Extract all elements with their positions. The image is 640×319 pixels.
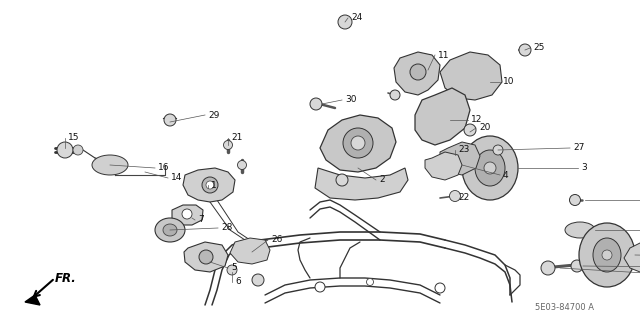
Polygon shape (172, 205, 203, 225)
Text: 6: 6 (235, 278, 241, 286)
Circle shape (338, 15, 352, 29)
Ellipse shape (593, 238, 621, 272)
Ellipse shape (92, 155, 128, 175)
Circle shape (182, 209, 192, 219)
Polygon shape (440, 52, 502, 100)
Text: FR.: FR. (55, 271, 77, 285)
Ellipse shape (163, 224, 177, 236)
Polygon shape (624, 242, 640, 272)
Circle shape (73, 145, 83, 155)
Circle shape (227, 265, 237, 275)
Polygon shape (25, 295, 40, 305)
Circle shape (206, 181, 214, 189)
Circle shape (57, 142, 73, 158)
Circle shape (519, 44, 531, 56)
Text: 24: 24 (351, 13, 362, 23)
Polygon shape (440, 142, 480, 175)
Text: 11: 11 (438, 50, 449, 60)
Text: 22: 22 (458, 194, 469, 203)
Text: 10: 10 (503, 78, 515, 86)
Ellipse shape (462, 136, 518, 200)
Circle shape (223, 140, 232, 150)
Circle shape (493, 145, 503, 155)
Circle shape (602, 250, 612, 260)
Polygon shape (230, 238, 270, 264)
Text: 3: 3 (581, 164, 587, 173)
Circle shape (202, 177, 218, 193)
Circle shape (343, 128, 373, 158)
Circle shape (237, 160, 246, 169)
Circle shape (570, 195, 580, 205)
Circle shape (199, 250, 213, 264)
Ellipse shape (579, 223, 635, 287)
Polygon shape (184, 242, 228, 272)
Text: 12: 12 (471, 115, 483, 124)
Text: 26: 26 (271, 235, 282, 244)
Text: 29: 29 (208, 110, 220, 120)
Polygon shape (425, 152, 462, 180)
Circle shape (252, 274, 264, 286)
Circle shape (541, 261, 555, 275)
Polygon shape (394, 52, 440, 95)
Circle shape (315, 282, 325, 292)
Text: 4: 4 (503, 170, 509, 180)
Ellipse shape (475, 150, 505, 186)
Circle shape (571, 260, 583, 272)
Text: 25: 25 (533, 43, 545, 53)
Text: 20: 20 (479, 123, 490, 132)
Circle shape (484, 162, 496, 174)
Polygon shape (183, 168, 235, 202)
Text: 5E03-84700 A: 5E03-84700 A (535, 303, 594, 313)
Circle shape (164, 114, 176, 126)
Circle shape (410, 64, 426, 80)
Text: 28: 28 (221, 224, 232, 233)
Text: 30: 30 (345, 95, 356, 105)
Text: 16: 16 (158, 164, 170, 173)
Polygon shape (415, 88, 470, 145)
Circle shape (390, 90, 400, 100)
Circle shape (336, 174, 348, 186)
Text: 15: 15 (68, 133, 79, 143)
Circle shape (435, 283, 445, 293)
Circle shape (310, 98, 322, 110)
Circle shape (449, 190, 461, 202)
Text: 23: 23 (458, 145, 469, 154)
Text: 7: 7 (198, 216, 204, 225)
Polygon shape (315, 168, 408, 200)
Circle shape (351, 136, 365, 150)
Text: 14: 14 (171, 174, 182, 182)
Ellipse shape (565, 222, 595, 238)
Text: 27: 27 (573, 144, 584, 152)
Text: 5: 5 (231, 263, 237, 272)
Text: 21: 21 (231, 133, 243, 143)
Ellipse shape (155, 218, 185, 242)
Polygon shape (320, 115, 396, 172)
Circle shape (464, 124, 476, 136)
Circle shape (367, 278, 374, 286)
Text: 2: 2 (379, 175, 385, 184)
Text: 1: 1 (211, 181, 217, 189)
